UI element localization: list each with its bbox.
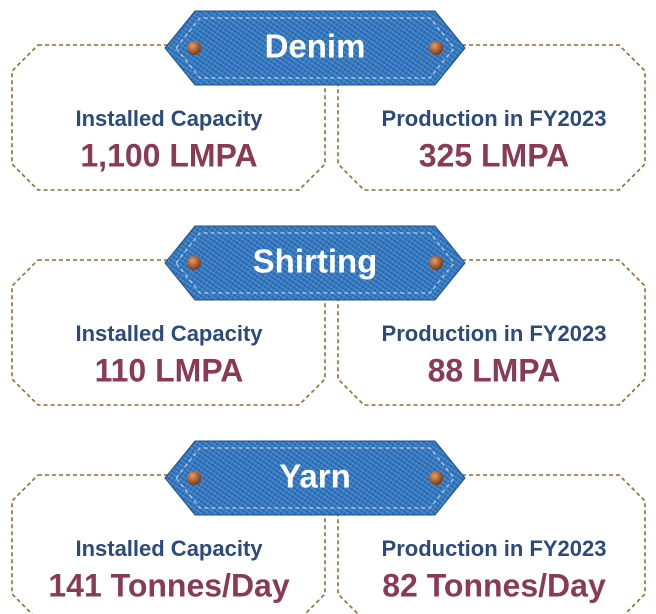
left-label: Installed Capacity — [75, 106, 263, 131]
badge-stitch — [175, 232, 455, 294]
rivet — [187, 471, 201, 485]
badge — [164, 440, 466, 516]
right-value: 82 Tonnes/Day — [382, 567, 606, 603]
badge-stitch — [175, 17, 455, 79]
badge-stitch — [175, 447, 455, 509]
rivet — [429, 41, 443, 55]
badge — [164, 10, 466, 86]
right-box — [337, 474, 646, 614]
section: Yarn Installed Capacity 141 Tonnes/Day Prod… — [11, 440, 646, 614]
rivet — [187, 256, 201, 270]
right-value: 88 LMPA — [428, 352, 561, 388]
section-title: Denim — [265, 28, 366, 65]
left-value: 1,100 LMPA — [80, 137, 257, 173]
section: Shirting Installed Capacity 110 LMPA Produc… — [11, 225, 646, 406]
section-title: Yarn — [279, 458, 351, 495]
badge — [164, 225, 466, 301]
left-label: Installed Capacity — [75, 536, 263, 561]
right-label: Production in FY2023 — [382, 536, 607, 561]
right-box — [337, 44, 646, 191]
left-label: Installed Capacity — [75, 321, 263, 346]
right-label: Production in FY2023 — [382, 106, 607, 131]
section-title: Shirting — [253, 243, 378, 280]
section: Denim Installed Capacity 1,100 LMPA Product… — [11, 10, 646, 191]
left-value: 141 Tonnes/Day — [48, 567, 289, 603]
left-value: 110 LMPA — [95, 352, 244, 388]
rivet — [429, 471, 443, 485]
rivet — [187, 41, 201, 55]
right-value: 325 LMPA — [419, 137, 570, 173]
right-box — [337, 259, 646, 406]
right-label: Production in FY2023 — [382, 321, 607, 346]
rivet — [429, 256, 443, 270]
